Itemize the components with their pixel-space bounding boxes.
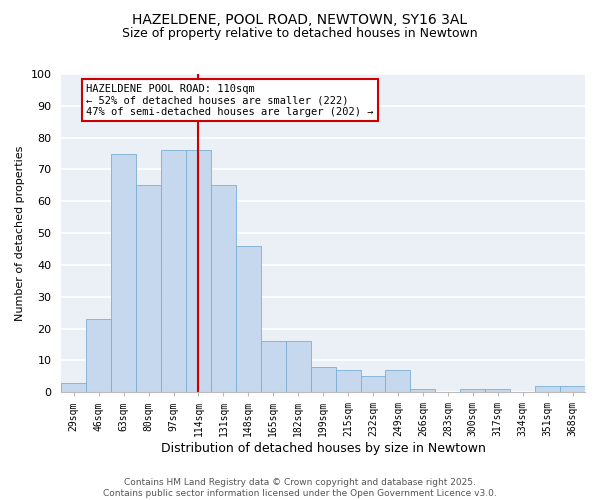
- Bar: [136, 186, 161, 392]
- Bar: [211, 186, 236, 392]
- Bar: [361, 376, 385, 392]
- Bar: [485, 389, 510, 392]
- Y-axis label: Number of detached properties: Number of detached properties: [15, 146, 25, 321]
- Text: HAZELDENE POOL ROAD: 110sqm
← 52% of detached houses are smaller (222)
47% of se: HAZELDENE POOL ROAD: 110sqm ← 52% of det…: [86, 84, 374, 116]
- Bar: [560, 386, 585, 392]
- Bar: [460, 389, 485, 392]
- Bar: [535, 386, 560, 392]
- Bar: [410, 389, 436, 392]
- Bar: [61, 382, 86, 392]
- X-axis label: Distribution of detached houses by size in Newtown: Distribution of detached houses by size …: [161, 442, 485, 455]
- Bar: [286, 342, 311, 392]
- Bar: [385, 370, 410, 392]
- Bar: [261, 342, 286, 392]
- Text: HAZELDENE, POOL ROAD, NEWTOWN, SY16 3AL: HAZELDENE, POOL ROAD, NEWTOWN, SY16 3AL: [133, 12, 467, 26]
- Bar: [311, 366, 335, 392]
- Bar: [111, 154, 136, 392]
- Bar: [236, 246, 261, 392]
- Text: Contains HM Land Registry data © Crown copyright and database right 2025.
Contai: Contains HM Land Registry data © Crown c…: [103, 478, 497, 498]
- Bar: [335, 370, 361, 392]
- Text: Size of property relative to detached houses in Newtown: Size of property relative to detached ho…: [122, 28, 478, 40]
- Bar: [161, 150, 186, 392]
- Bar: [186, 150, 211, 392]
- Bar: [86, 319, 111, 392]
